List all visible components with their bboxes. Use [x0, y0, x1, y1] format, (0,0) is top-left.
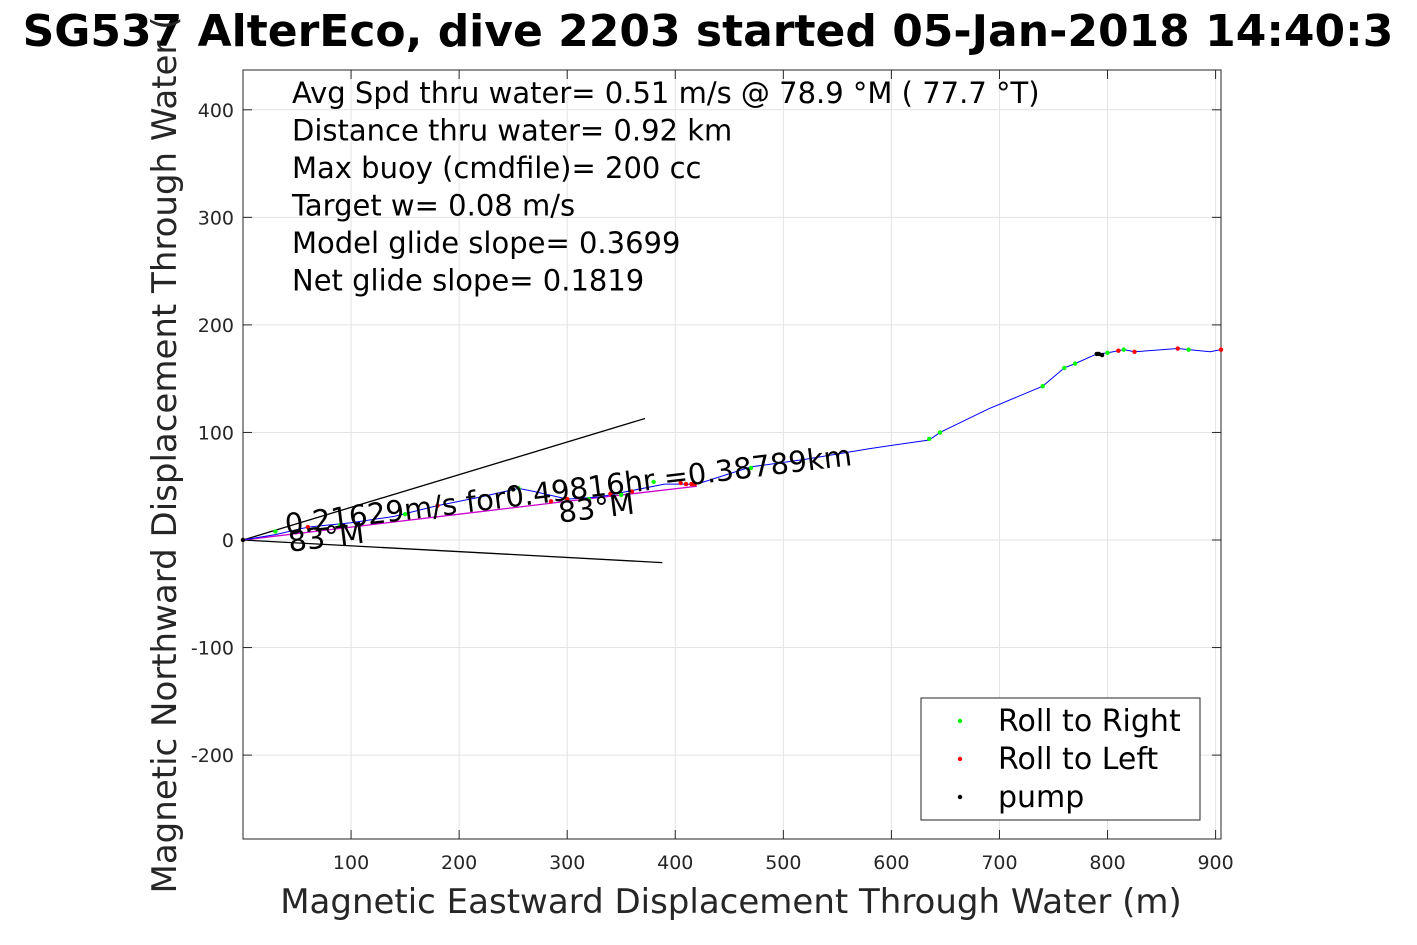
roll-to-left-point [1116, 348, 1121, 353]
roll-to-right-point [1040, 384, 1045, 389]
roll-to-left-point [1218, 347, 1224, 352]
roll-to-right-point [651, 479, 656, 485]
annotations: 0.21629m/s for0.49816hr =0.38789km83°M83… [283, 438, 854, 559]
roll-to-left-point [629, 489, 635, 494]
x-tick-label: 600 [873, 852, 909, 874]
legend-label: Roll to Right [998, 704, 1181, 739]
x-tick-label: 400 [657, 852, 693, 874]
pump-point [1099, 352, 1105, 358]
x-tick-label: 800 [1089, 852, 1125, 874]
roll-to-left-point [548, 499, 554, 504]
grid [243, 70, 1221, 839]
roll-to-right-point [273, 529, 278, 534]
roll-to-right-point [586, 496, 592, 502]
current-line [242, 485, 697, 541]
y-tick-label: 200 [198, 315, 234, 337]
x-axis-label: Magnetic Eastward Displacement Through W… [280, 882, 1182, 922]
legend-box [920, 697, 1201, 821]
axis-ticks: 100 200 300 400 500 600 700 800 900 -200 -100 0 100 2… [191, 70, 1234, 874]
roll-to-left-point [435, 503, 440, 508]
plot-frame [242, 69, 1222, 840]
roll-to-left-point [1175, 346, 1180, 351]
info-line: Model glide slope= 0.3699 [292, 226, 680, 260]
x-tick-label: 500 [765, 852, 801, 874]
info-line: Avg Spd thru water= 0.51 m/s @ 78.9 °M (… [292, 76, 1040, 110]
roll-to-left-point [1132, 349, 1137, 354]
legend-marker [957, 718, 963, 724]
roll-to-right-point [937, 430, 943, 435]
roll-to-left-point [692, 481, 697, 487]
y-tick-label: -200 [191, 745, 234, 767]
roll-to-right-point [338, 522, 343, 528]
x-tick-label: 700 [981, 852, 1017, 874]
legend-marker [957, 794, 963, 800]
y-tick-label: 300 [198, 207, 234, 229]
roll-to-right-point [619, 492, 624, 498]
chart-title: SG537 AlterEco, dive 2203 started 05-Jan… [23, 6, 1394, 57]
x-tick-label: 100 [333, 852, 369, 874]
legend-label: pump [998, 780, 1084, 815]
current-vector [242, 485, 697, 541]
roll-to-right-point [927, 436, 932, 442]
roll-to-left-point [678, 480, 683, 486]
roll-to-left-point [608, 491, 613, 496]
roll-to-right-point [1062, 365, 1067, 371]
pump-point [240, 537, 246, 543]
y-tick-label: -100 [191, 638, 234, 660]
x-tick-label: 200 [441, 852, 477, 874]
y-tick-label: 400 [198, 100, 234, 122]
cone-line [242, 539, 663, 564]
roll-to-right-point [402, 511, 408, 517]
roll-to-left-point [305, 524, 311, 530]
legend-marker [957, 756, 963, 762]
x-tick-label: 300 [549, 852, 585, 874]
roll-to-left-point [683, 481, 689, 487]
x-tick-label: 900 [1197, 852, 1233, 874]
info-line: Max buoy (cmdfile)= 200 cc [292, 151, 701, 185]
info-line: Target w= 0.08 m/s [291, 189, 575, 223]
cone-line [242, 417, 646, 541]
info-line: Net glide slope= 0.1819 [292, 264, 644, 298]
roll-to-left-point [564, 496, 570, 502]
roll-points [240, 346, 1224, 543]
roll-to-right-point [1121, 347, 1126, 352]
roll-to-right-point [1105, 350, 1110, 356]
cone-lines [242, 417, 663, 564]
y-tick-label: 100 [198, 422, 234, 444]
roll-to-right-point [1186, 347, 1191, 352]
y-axis-label: Magnetic Northward Displacement Through … [145, 17, 185, 894]
legend-label: Roll to Left [998, 742, 1158, 777]
roll-to-right-point [748, 465, 754, 471]
y-tick-label: 0 [222, 530, 234, 552]
info-line: Distance thru water= 0.92 km [292, 114, 732, 148]
roll-to-right-point [516, 486, 521, 491]
info-text-block: Avg Spd thru water= 0.51 m/s @ 78.9 °M (… [291, 76, 1040, 298]
pump-point [510, 487, 516, 492]
roll-to-right-point [1072, 361, 1078, 366]
roll-to-left-point [689, 481, 694, 487]
